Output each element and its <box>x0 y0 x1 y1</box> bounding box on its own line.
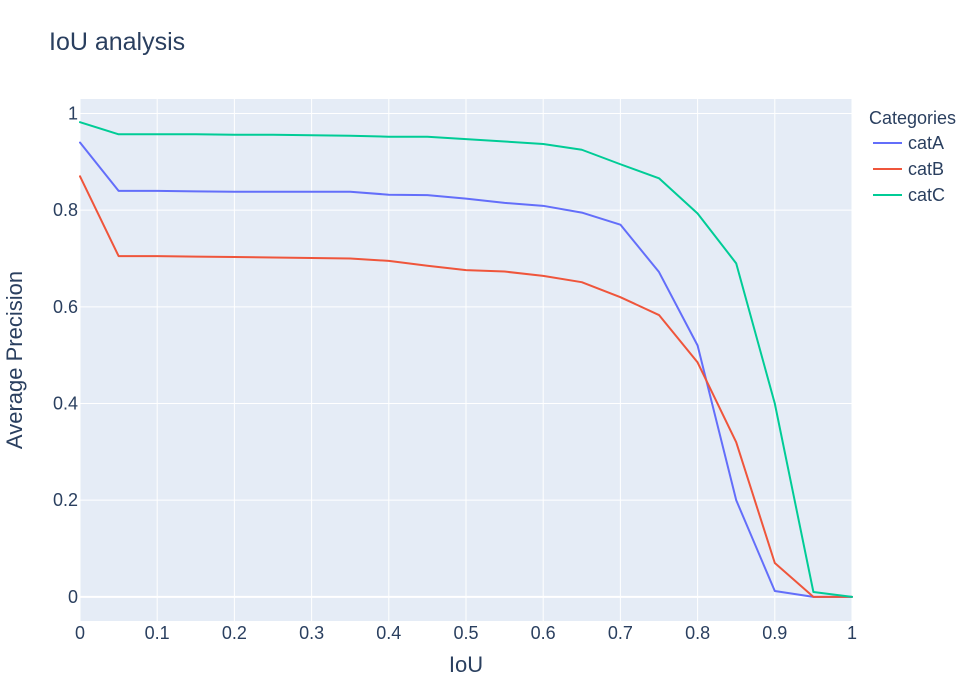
x-tick-label: 0.5 <box>453 623 478 643</box>
x-tick-label: 0.3 <box>299 623 324 643</box>
legend-items: catA catB catC <box>873 133 945 205</box>
x-tick-label: 1 <box>847 623 857 643</box>
series-line-catC <box>79 121 853 598</box>
x-tick-label: 0.6 <box>531 623 556 643</box>
x-axis-ticks: 0 0.1 0.2 0.3 0.4 0.5 0.6 0.7 0.8 0.9 1 <box>75 623 857 643</box>
x-tick-label: 0.8 <box>685 623 710 643</box>
y-axis-title: Average Precision <box>2 271 27 449</box>
y-tick-label: 0.4 <box>53 394 78 414</box>
x-tick-label: 0.7 <box>608 623 633 643</box>
y-tick-label: 0.2 <box>53 490 78 510</box>
x-tick-label: 0.4 <box>376 623 401 643</box>
legend-label: catB <box>908 159 944 179</box>
legend-label: catC <box>908 185 945 205</box>
y-tick-label: 0.8 <box>53 200 78 220</box>
x-axis-title: IoU <box>449 652 483 677</box>
x-tick-label: 0.9 <box>762 623 787 643</box>
legend-item-catB[interactable]: catB <box>873 159 944 179</box>
y-tick-label: 0.6 <box>53 297 78 317</box>
legend-title: Categories <box>869 108 956 128</box>
series-line-catB <box>79 175 853 598</box>
series-lines <box>79 121 853 598</box>
y-tick-label: 0 <box>68 587 78 607</box>
y-tick-label: 1 <box>68 104 78 124</box>
legend-label: catA <box>908 133 944 153</box>
chart-title: IoU analysis <box>49 28 185 56</box>
series-line-catA <box>79 141 853 598</box>
legend: Categories catA catB catC <box>869 108 956 205</box>
x-tick-label: 0.1 <box>145 623 170 643</box>
y-axis-ticks: 0 0.2 0.4 0.6 0.8 1 <box>53 104 78 607</box>
legend-item-catC[interactable]: catC <box>873 185 945 205</box>
legend-item-catA[interactable]: catA <box>873 133 944 153</box>
x-tick-label: 0.2 <box>222 623 247 643</box>
plot-area <box>79 99 853 621</box>
grid-lines <box>79 99 853 621</box>
x-tick-label: 0 <box>75 623 85 643</box>
